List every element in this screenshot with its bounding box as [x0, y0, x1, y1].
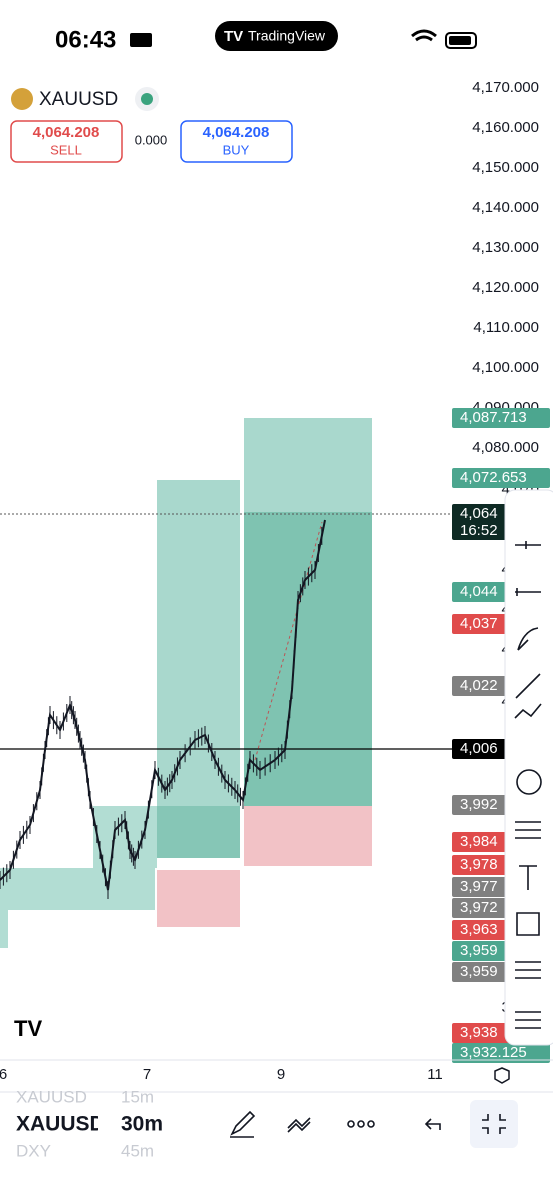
trend-arrow [254, 521, 323, 761]
candle-wicks [0, 527, 323, 899]
app-name: TradingView [248, 28, 326, 44]
price-label: 4,120.000 [472, 279, 539, 296]
tool-icon [515, 961, 541, 979]
price-label: 4,140.000 [472, 199, 539, 216]
battery [445, 32, 477, 49]
sell-button[interactable] [10, 120, 123, 163]
buy-button[interactable] [180, 120, 293, 163]
price-badge-label: 3,977 [460, 878, 498, 895]
tool-icon [515, 821, 541, 839]
price-badge-label: 4,072.653 [460, 469, 527, 486]
price-badge-label: 3,992 [460, 796, 498, 813]
price-badge-label: 3,963 [460, 921, 498, 938]
price-badge [452, 1043, 550, 1063]
spread: 0.000 [135, 132, 168, 147]
buy-label: BUY [223, 142, 250, 157]
price-badge-label: 3,978 [460, 856, 498, 873]
tool-icon [515, 1011, 541, 1029]
time-label: 6 [0, 1066, 7, 1083]
interval-current[interactable]: 30m [121, 1113, 163, 1136]
time-label: 11 [427, 1066, 443, 1083]
tool-icon [516, 769, 542, 795]
buy-price: 4,064.208 [203, 124, 270, 141]
position-boxes [0, 418, 372, 948]
price-label: 4,130.000 [472, 239, 539, 256]
symbol-fade [98, 1094, 108, 1164]
bed-icon [130, 33, 152, 47]
tool-icon [515, 541, 541, 549]
tool-icon [517, 627, 539, 651]
price-label: 4,170.000 [472, 79, 539, 96]
price-badge-label: 4,037 [460, 615, 498, 632]
fullscreen-bg [470, 1100, 518, 1148]
price-badge [452, 408, 550, 428]
tool-icons [514, 541, 542, 1029]
fullscreen-button[interactable] [482, 1114, 506, 1134]
price-badge-label: 4,022 [460, 677, 498, 694]
price-label: 4,080.000 [472, 439, 539, 456]
tool-icon [516, 912, 540, 936]
interval-prev: 15m [121, 1087, 154, 1106]
price-label: 4,110.000 [473, 319, 539, 336]
countdown: 16:52 [460, 522, 498, 539]
app-pill [215, 21, 338, 51]
price-badge-label: 3,972 [460, 899, 498, 916]
price-badge-label: 3,959 [460, 942, 498, 959]
sell-label: SELL [50, 142, 82, 157]
price-badge-label: 3,938 [460, 1024, 498, 1041]
symbol-current[interactable]: XAUUSD [16, 1113, 105, 1136]
price-badge-label: 4,044 [460, 583, 498, 600]
price-label: 4,160.000 [472, 119, 539, 136]
price-badge-label: 3,984 [460, 833, 498, 850]
price-badge-label: 4,064 [460, 505, 498, 522]
time-label: 9 [277, 1066, 285, 1083]
tool-icon [515, 588, 541, 596]
tv-logo: TV [224, 28, 243, 45]
undo-button[interactable] [424, 1118, 441, 1130]
settings-icon[interactable] [494, 1067, 510, 1084]
interval-next: 45m [121, 1141, 154, 1160]
price-badge-label: 3,959 [460, 963, 498, 980]
market-open-dot [141, 93, 153, 105]
time-label: 7 [143, 1066, 151, 1083]
clock: 06:43 [55, 26, 116, 53]
price-badge-label: 4,006 [460, 740, 498, 757]
price-label: 4,100.000 [472, 359, 539, 376]
sell-price: 4,064.208 [33, 124, 100, 141]
tool-icon [515, 673, 541, 699]
indicators-button[interactable] [287, 1117, 311, 1133]
draw-button[interactable] [230, 1110, 256, 1138]
symbol-prev: XAUUSD [16, 1087, 87, 1106]
symbol-next: DXY [16, 1141, 51, 1160]
more-button[interactable] [347, 1120, 375, 1128]
price-badge-label: 3,932.125 [460, 1044, 527, 1061]
symbol-name[interactable]: XAUUSD [39, 89, 118, 110]
tv-watermark: TV [14, 1016, 42, 1041]
price-label: 4,150.000 [472, 159, 539, 176]
price-badge-label: 4,087.713 [460, 409, 527, 426]
drawing-toolbar [504, 489, 553, 1046]
tool-icon [519, 865, 537, 890]
wifi-icon [411, 29, 437, 42]
tool-icon [514, 703, 542, 719]
gold-icon [11, 88, 33, 110]
battery-level [449, 36, 471, 45]
price-badge [452, 468, 550, 488]
